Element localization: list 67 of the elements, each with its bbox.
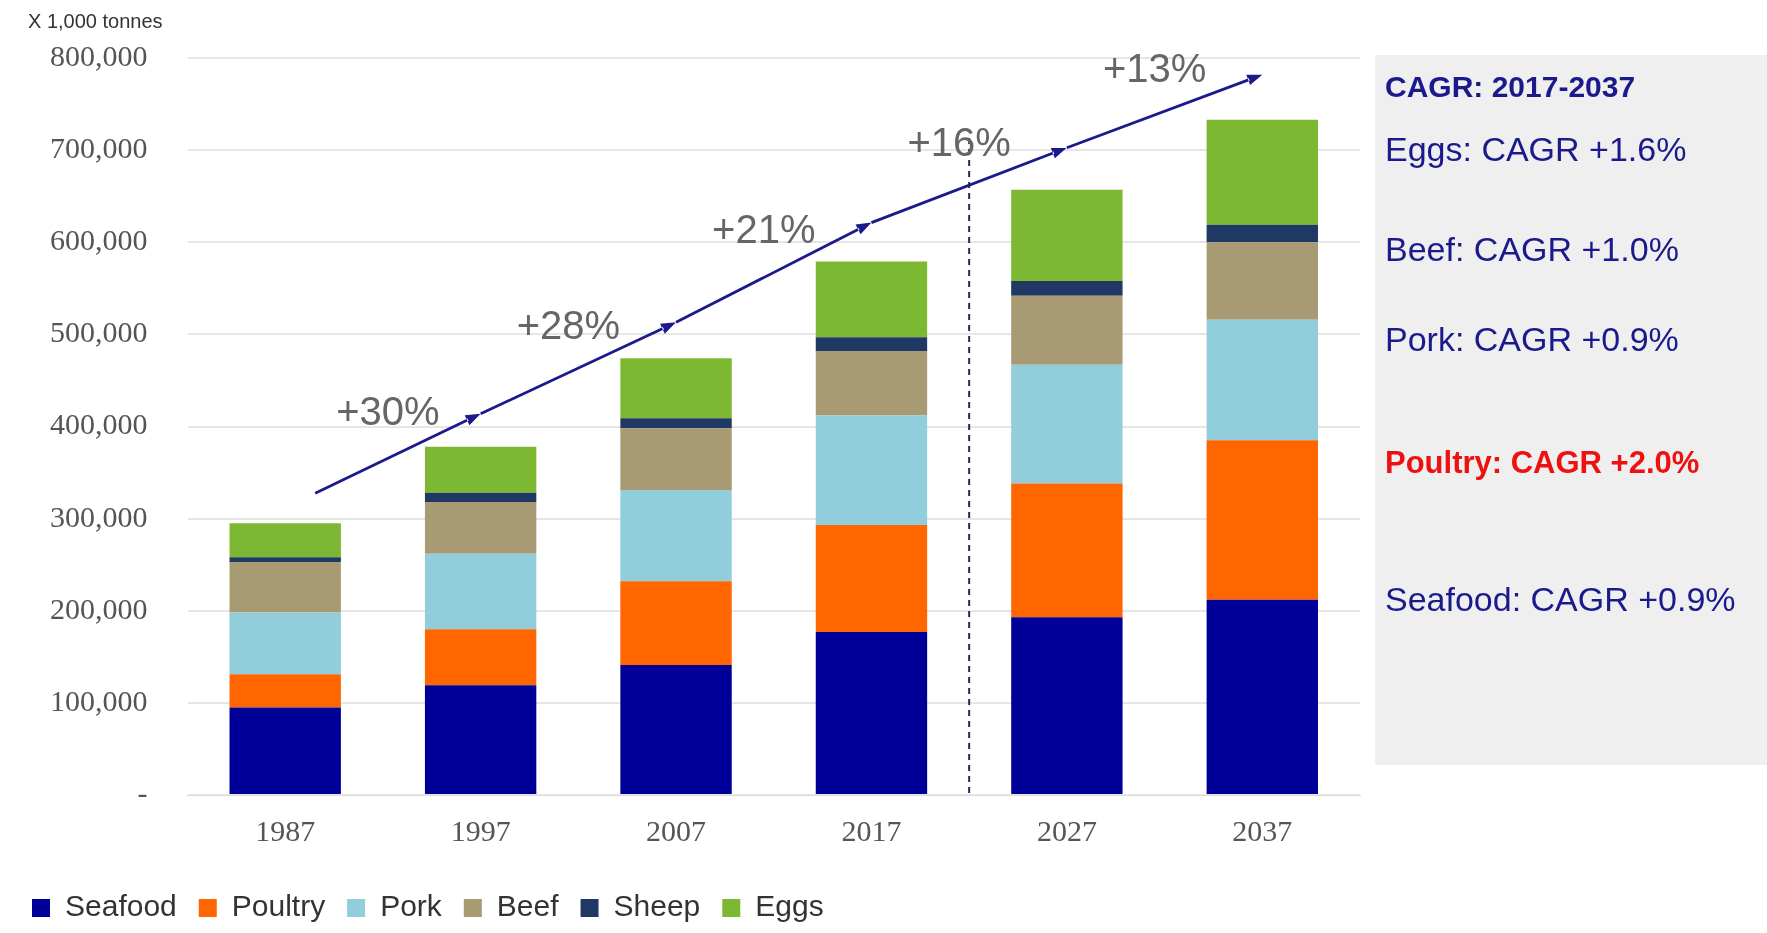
y-axis-title: X 1,000 tonnes [28,10,163,33]
bar [815,337,928,351]
bar [1011,280,1123,296]
bar [1011,364,1123,484]
bar [229,523,341,558]
x-tick-label: 2017 [841,813,902,847]
bar [229,561,341,613]
x-tick-label: 2027 [1036,813,1097,847]
legend-label: Pork [380,889,443,923]
x-tick-label: 2037 [1232,813,1293,847]
legend-label: Poultry [231,889,326,923]
legend-label: Eggs [755,889,824,923]
bar [1206,319,1318,441]
bar [1206,599,1318,794]
y-tick-label: 600,000 [50,223,148,257]
bar [620,358,732,419]
bar [620,581,732,666]
y-tick-label: - [137,775,148,809]
text: Seafood: CAGR +0.9% [1385,580,1736,619]
bar [1206,224,1318,243]
legend-label: Sheep [613,889,701,923]
annotation: +16% [907,120,1011,165]
y-tick-label: 300,000 [50,499,148,533]
x-tick-label: 1997 [450,813,511,847]
bar [1206,242,1318,320]
bar [424,502,537,554]
bar [229,557,341,562]
x-tick-label: 1987 [255,813,316,847]
y-tick-label: 400,000 [50,407,148,441]
bar [229,707,341,794]
bar [1011,189,1123,281]
annotation: +28% [516,303,621,348]
bar [424,446,537,493]
bar [815,631,928,794]
bar [1206,119,1318,225]
bar [815,350,928,416]
x-tick-label: 2007 [646,813,707,847]
y-tick-label: 700,000 [50,131,148,164]
bar [620,428,732,491]
bar [620,665,732,794]
annotation: +13% [1102,46,1207,91]
bar [1011,483,1123,618]
bar [1011,617,1123,794]
bar [1011,295,1123,365]
legend-label: Beef [496,889,560,923]
text: CAGR: 2017-2037 [1385,70,1636,104]
bar [229,674,341,708]
y-tick-label: 200,000 [50,591,148,625]
bar [424,492,537,503]
y-tick-label: 500,000 [50,315,148,349]
bar [424,685,537,794]
bar [229,612,341,675]
bar [815,415,928,526]
legend-label: Seafood [65,889,177,923]
y-tick-label: 800,000 [50,38,148,72]
y-tick-label: 100,000 [50,683,148,717]
bar [1206,440,1318,600]
bar [815,525,928,632]
bar [620,418,732,429]
bar [620,490,732,582]
bar [424,629,537,686]
annotation: +30% [336,388,440,433]
text: Poultry: CAGR +2.0% [1385,445,1700,481]
text: Eggs: CAGR +1.6% [1385,130,1687,169]
text: Beef: CAGR +1.0% [1385,230,1679,269]
bar [424,553,537,630]
text: Pork: CAGR +0.9% [1385,320,1679,359]
